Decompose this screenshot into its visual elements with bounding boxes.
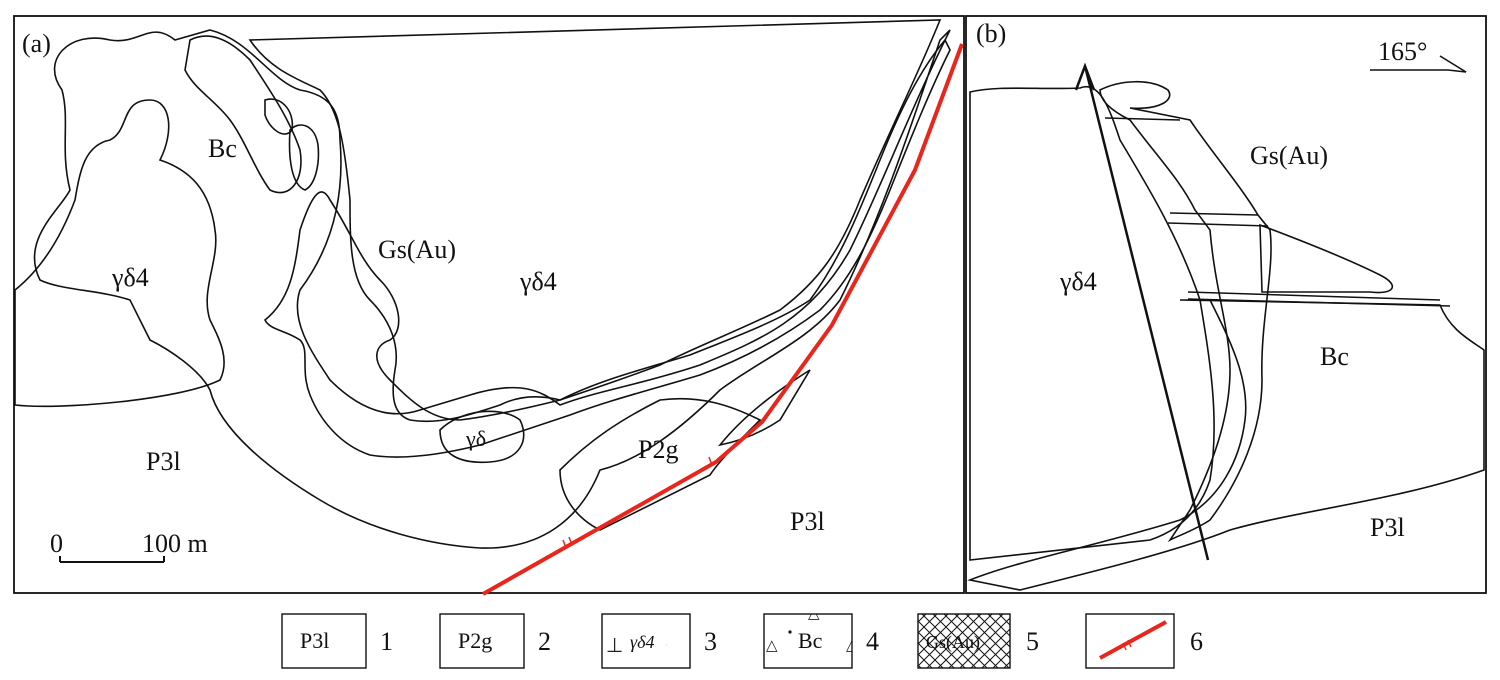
gd4-label-b: γδ4 xyxy=(1059,267,1097,296)
legend-number-3: 3 xyxy=(704,627,717,656)
panel-a-label: (a) xyxy=(22,29,51,58)
orebody-upper-a xyxy=(184,35,302,194)
legend-swatch-text-2: P2g xyxy=(458,628,492,653)
orebody-b xyxy=(1099,80,1272,543)
legend-item-2: P2g 2 xyxy=(439,613,551,669)
orebody-main-a xyxy=(263,38,951,458)
legend: P3l 1 P2g 2 γδ4 3 Bc 4 Gs(Au) 5 xyxy=(281,613,1203,669)
gs-au-label-b: Gs(Au) xyxy=(1250,141,1328,170)
legend-swatch-text-1: P3l xyxy=(300,628,329,653)
granodiorite-field-a xyxy=(248,19,942,423)
bc-label-a: Bc xyxy=(208,134,237,163)
legend-swatch-text-5: Gs(Au) xyxy=(926,632,980,653)
section-line-b xyxy=(1074,62,1210,561)
scale-bar: 0 100 m xyxy=(50,529,208,563)
legend-item-5: Gs(Au) 5 xyxy=(917,613,1039,669)
fault-line-a xyxy=(482,43,964,596)
fault-ticks-a xyxy=(562,456,713,549)
breccia-zone-a xyxy=(33,29,951,549)
legend-number-6: 6 xyxy=(1190,627,1203,656)
gs-au-label-a: Gs(Au) xyxy=(378,235,456,264)
orientation-label: 165° xyxy=(1378,37,1427,66)
gd4-label-left-a: γδ4 xyxy=(111,263,149,292)
panel-b: 165° (b) Gs(Au) γδ4 Bc P3l xyxy=(965,15,1487,594)
legend-item-6: 6 xyxy=(1085,613,1203,669)
granodiorite-body-b xyxy=(969,85,1215,561)
legend-item-1: P3l 1 xyxy=(281,613,393,669)
bc-label-b: Bc xyxy=(1320,342,1349,371)
gd-small-label-a: γδ xyxy=(465,426,486,451)
legend-swatch-text-3: γδ4 xyxy=(630,632,654,652)
scale-bar-start-label: 0 xyxy=(50,529,63,558)
legend-number-2: 2 xyxy=(538,627,551,656)
legend-swatch-text-4: Bc xyxy=(798,628,823,653)
breccia-zone-b xyxy=(967,299,1485,591)
gd4-label-center-a: γδ4 xyxy=(519,267,557,296)
p2g-unit-a xyxy=(559,397,762,531)
legend-item-3: γδ4 3 xyxy=(601,613,717,669)
legend-number-1: 1 xyxy=(380,627,393,656)
legend-number-4: 4 xyxy=(866,627,879,656)
cross-faults-b xyxy=(1104,117,1451,307)
panel-a: (a) Bc Gs(Au) γδ4 γδ4 γδ P3l P2g P3l 0 1… xyxy=(13,15,965,596)
scale-bar-end-label: 100 m xyxy=(142,529,208,558)
p3l-label-b: P3l xyxy=(1370,513,1405,542)
orebody-lens-a xyxy=(288,124,320,191)
orientation-indicator: 165° xyxy=(1370,37,1467,73)
p2g-label-a: P2g xyxy=(638,435,678,464)
p3l-label-right-a: P3l xyxy=(790,507,825,536)
panel-b-label: (b) xyxy=(976,19,1006,48)
p3l-label-left-a: P3l xyxy=(146,447,181,476)
orebody-lens2-a xyxy=(264,98,294,135)
breccia-upper-b xyxy=(1259,223,1394,294)
legend-item-4: Bc 4 xyxy=(763,613,879,669)
panel-a-frame xyxy=(13,15,965,594)
granodiorite-body-a xyxy=(14,99,225,408)
small-granodiorite-a xyxy=(439,410,525,464)
legend-number-5: 5 xyxy=(1026,627,1039,656)
